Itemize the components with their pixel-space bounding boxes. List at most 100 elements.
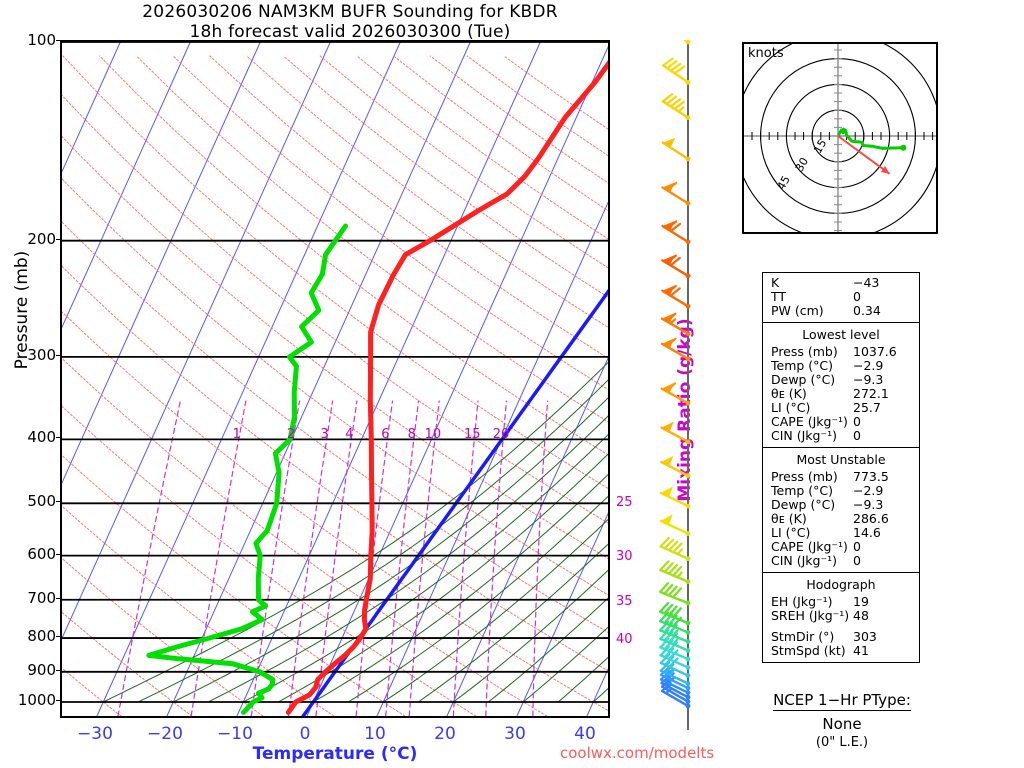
pressure-tick-label: 600 bbox=[27, 544, 56, 563]
wind-barb bbox=[659, 514, 691, 536]
pressure-tick bbox=[56, 40, 62, 41]
stat-row: Temp (°C) −2.9 bbox=[763, 359, 919, 373]
temperature-tick-label: 40 bbox=[574, 724, 596, 744]
stat-key: Press (mb) bbox=[771, 469, 838, 484]
stat-value: 272.1 bbox=[853, 386, 889, 401]
stat-key: Press (mb) bbox=[771, 344, 838, 359]
stat-value: −9.3 bbox=[853, 497, 884, 512]
wind-barb bbox=[659, 653, 691, 678]
stats-indices-section: K −43 TT 0 PW (cm) 0.34 bbox=[763, 273, 919, 323]
stat-key: EH (Jkg⁻¹) bbox=[771, 594, 833, 609]
ptype-value: None bbox=[822, 715, 862, 733]
pressure-tick bbox=[56, 669, 62, 671]
stat-key: θᴇ (K) bbox=[771, 511, 807, 526]
stat-row: StmDir (°) 303 bbox=[763, 630, 919, 644]
most-unstable-rows: Press (mb) 773.5 Temp (°C) −2.9 Dewp (°C) −9.… bbox=[763, 470, 919, 568]
stat-row: LI (°C) 25.7 bbox=[763, 401, 919, 415]
sounding-stats-panel: K −43 TT 0 PW (cm) 0.34 Lowest level Pre… bbox=[762, 272, 920, 663]
stat-value: 48 bbox=[853, 608, 869, 623]
stat-key: CAPE (Jkg⁻¹) bbox=[771, 414, 848, 429]
stat-value: 0 bbox=[853, 414, 861, 429]
section-heading: Lowest level bbox=[802, 327, 880, 342]
stat-value: 303 bbox=[853, 629, 877, 644]
stat-value: 19 bbox=[853, 594, 869, 609]
temperature-tick-label: −30 bbox=[77, 724, 113, 744]
stat-value: 25.7 bbox=[853, 400, 881, 415]
temperature-axis: −30 −20 −10 0 10 20 30 40 bbox=[60, 722, 610, 746]
ptype-title: NCEP 1−Hr PType: bbox=[773, 691, 911, 711]
temperature-tick-label: 30 bbox=[504, 724, 526, 744]
stat-key: θᴇ (K) bbox=[771, 386, 807, 401]
hodograph-panel[interactable]: 15 30 45 bbox=[734, 32, 942, 240]
section-heading: Most Unstable bbox=[796, 452, 886, 467]
pressure-tick-label: 1000 bbox=[17, 691, 56, 709]
wind-barb bbox=[658, 582, 691, 606]
stat-key: StmSpd (kt) bbox=[771, 643, 846, 658]
stat-value: 14.6 bbox=[853, 525, 881, 540]
pressure-tick-label: 800 bbox=[27, 627, 56, 646]
pressure-tick-label: 100 bbox=[27, 31, 56, 49]
stat-key: Dewp (°C) bbox=[771, 497, 836, 512]
ptype-panel: NCEP 1−Hr PType: None (0" L.E.) bbox=[742, 690, 942, 750]
stat-key: Temp (°C) bbox=[771, 483, 834, 498]
stat-row: Dewp (°C) −9.3 bbox=[763, 373, 919, 387]
stat-value: 41 bbox=[853, 643, 869, 658]
wind-barb bbox=[659, 637, 691, 662]
pressure-tick bbox=[56, 437, 62, 439]
stat-key: CIN (Jkg⁻¹) bbox=[771, 553, 837, 568]
stat-value: 0 bbox=[853, 289, 861, 304]
pressure-tick-label: 200 bbox=[27, 229, 56, 248]
hodograph-ring-label: 15 bbox=[811, 137, 829, 156]
wind-barb bbox=[658, 601, 691, 626]
height-tick-label: 30 bbox=[616, 548, 633, 564]
hodograph-units-label: knots bbox=[748, 46, 784, 61]
stat-row: TT 0 bbox=[763, 290, 919, 304]
stat-row: CIN (Jkg⁻¹) 0 bbox=[763, 429, 919, 443]
stat-row: CAPE (Jkg⁻¹) 0 bbox=[763, 540, 919, 554]
stat-value: −43 bbox=[853, 275, 880, 290]
stat-key: K bbox=[771, 275, 780, 290]
wind-barb bbox=[659, 645, 691, 670]
wind-barb bbox=[659, 486, 691, 509]
stat-key: Dewp (°C) bbox=[771, 372, 836, 387]
stat-key: LI (°C) bbox=[771, 400, 811, 415]
wind-barb bbox=[660, 312, 691, 337]
stat-key: SREH (Jkg⁻¹) bbox=[771, 608, 850, 623]
stat-row: Temp (°C) −2.9 bbox=[763, 484, 919, 498]
pressure-tick bbox=[56, 636, 62, 638]
wind-barb bbox=[660, 421, 691, 445]
height-tick-label: 25 bbox=[616, 495, 633, 511]
stat-row: θᴇ (K) 286.6 bbox=[763, 512, 919, 526]
wind-barb bbox=[659, 629, 691, 653]
stat-key: CIN (Jkg⁻¹) bbox=[771, 428, 837, 443]
stat-row: Press (mb) 1037.6 bbox=[763, 345, 919, 359]
storm-motion-arrow bbox=[837, 135, 891, 175]
wind-barb bbox=[661, 284, 691, 309]
wind-barb bbox=[660, 382, 691, 406]
section-heading: Hodograph bbox=[806, 577, 876, 592]
stat-row: CIN (Jkg⁻¹) 0 bbox=[763, 554, 919, 568]
pressure-tick-label: 400 bbox=[27, 428, 56, 447]
wind-barb bbox=[660, 455, 691, 479]
skewt-plot-area[interactable] bbox=[60, 40, 610, 718]
wind-barb bbox=[661, 137, 691, 162]
title-line-1: 2026030206 NAM3KM BUFR Sounding for KBDR bbox=[142, 2, 558, 22]
wind-barb bbox=[659, 560, 691, 585]
stat-key: TT bbox=[771, 289, 787, 304]
stat-row: SREH (Jkg⁻¹) 48 bbox=[763, 609, 919, 623]
pressure-tick bbox=[56, 501, 62, 503]
wind-barb bbox=[660, 337, 691, 362]
pressure-axis-label: Pressure (mb) bbox=[12, 250, 32, 370]
stat-key: LI (°C) bbox=[771, 525, 811, 540]
stat-row: Press (mb) 773.5 bbox=[763, 470, 919, 484]
stat-value: 0 bbox=[853, 428, 861, 443]
pressure-tick bbox=[56, 553, 62, 555]
stat-value: 0 bbox=[853, 539, 861, 554]
pressure-axis: 100 200 300 400 500 600 700 800 900 1000 bbox=[0, 31, 62, 718]
wind-barb-canvas bbox=[658, 17, 691, 730]
temperature-tick-label: 20 bbox=[434, 724, 456, 744]
wind-barb bbox=[659, 536, 691, 562]
stat-value: 286.6 bbox=[853, 511, 889, 526]
stat-key: StmDir (°) bbox=[771, 629, 835, 644]
wind-barb-column[interactable] bbox=[640, 17, 736, 730]
